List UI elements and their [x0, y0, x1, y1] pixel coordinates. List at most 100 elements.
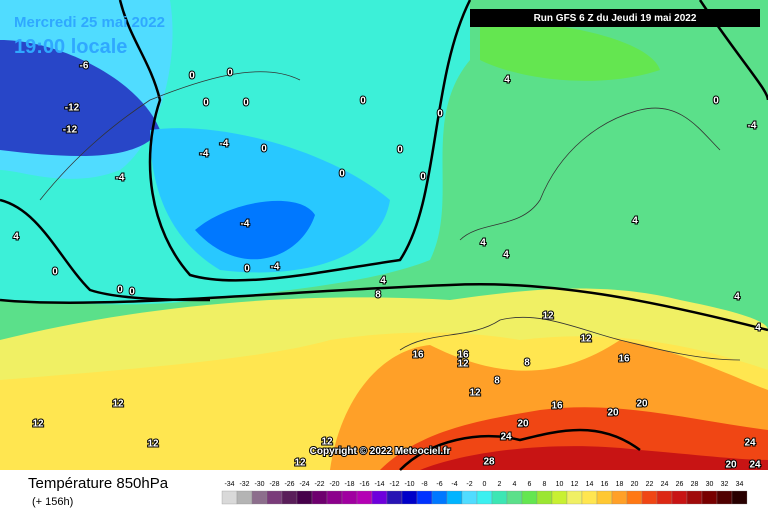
legend-swatch: [626, 490, 643, 505]
legend-label: 4: [513, 481, 517, 488]
contour-label: 8: [524, 358, 530, 369]
legend-label: 12: [571, 481, 579, 488]
contour-label: -4: [116, 173, 125, 184]
contour-label: 20: [517, 419, 529, 430]
legend-swatch: [611, 490, 628, 505]
legend-label: -8: [421, 481, 427, 488]
contour-label: -4: [748, 121, 757, 132]
legend-label: -6: [436, 481, 442, 488]
legend-swatch: [371, 490, 388, 505]
legend-label: -28: [269, 481, 279, 488]
legend-swatch: [506, 490, 523, 505]
contour-label: 8: [494, 376, 500, 387]
legend-swatch: [356, 490, 373, 505]
contour-label: -6: [80, 61, 89, 72]
coastline: [39, 71, 301, 201]
legend-swatch: [716, 490, 733, 505]
legend-label: 0: [483, 481, 487, 488]
legend-label: -24: [299, 481, 309, 488]
contour-label: 12: [147, 439, 159, 450]
contour-label: 16: [412, 350, 424, 361]
contour-label: 4: [755, 323, 761, 334]
legend-swatch: [701, 490, 718, 505]
contour-label: 16: [457, 350, 469, 361]
contour-label: 4: [503, 250, 509, 261]
contour-label: 0: [129, 287, 135, 298]
legend-label: 28: [691, 481, 699, 488]
legend-label: -20: [329, 481, 339, 488]
legend-swatch: [221, 490, 238, 505]
legend-label: 2: [498, 481, 502, 488]
run-info: Run GFS 6 Z du Jeudi 19 mai 2022: [534, 13, 697, 24]
contour-label: 8: [375, 290, 381, 301]
legend-swatch: [296, 490, 313, 505]
contour-label: 4: [734, 292, 740, 303]
contour-label: 12: [294, 458, 306, 469]
legend-label: -18: [344, 481, 354, 488]
contour-label: 24: [749, 460, 761, 471]
cold-core: [195, 200, 315, 260]
legend-swatch: [671, 490, 688, 505]
contour-label: -12: [65, 103, 80, 114]
contour-line: [118, 0, 472, 282]
legend-label: 18: [616, 481, 624, 488]
contour-label: 20: [725, 460, 737, 471]
contour-label: -4: [200, 149, 209, 160]
legend-swatch: [251, 490, 268, 505]
contour-label: 0: [52, 267, 58, 278]
legend-swatch: [731, 490, 748, 505]
contour-line: [0, 282, 768, 332]
legend-swatch: [641, 490, 658, 505]
contour-label: 16: [551, 401, 563, 412]
contour-label: 28: [483, 457, 495, 468]
legend-label: 6: [528, 481, 532, 488]
contour-label: 0: [261, 144, 267, 155]
contour-label: 24: [744, 438, 756, 449]
contour-label: 0: [117, 285, 123, 296]
legend-label: 20: [631, 481, 639, 488]
contour-label: 20: [607, 408, 619, 419]
very-cold-region: [0, 40, 160, 156]
contour-label: 12: [112, 399, 124, 410]
coastlines: [39, 71, 741, 361]
legend-label: 16: [601, 481, 609, 488]
warm-band: [480, 20, 660, 81]
footer-title: Température 850hPa: [28, 475, 169, 492]
legend-label: 30: [706, 481, 714, 488]
contour-label: 0: [360, 96, 366, 107]
legend: -34 -32 -30 -28 -26 -24 -22 -20 -18 -16 -14 -12 -10-…: [221, 481, 748, 505]
legend-label: -32: [239, 481, 249, 488]
contour-label: 0: [713, 96, 719, 107]
contour-label: 12: [321, 437, 333, 448]
footer-subtitle: (+ 156h): [32, 496, 73, 508]
legend-label: -10: [404, 481, 414, 488]
legend-label: 26: [676, 481, 684, 488]
legend-swatch: [566, 490, 583, 505]
copyright: Copyright © 2022 Meteociel.fr: [310, 446, 451, 457]
legend-swatch: [431, 490, 448, 505]
contour-label: 0: [397, 145, 403, 156]
contour-label: 0: [203, 98, 209, 109]
contour-label: 0: [244, 264, 250, 275]
legend-swatch: [581, 490, 598, 505]
contour-line: [0, 198, 211, 302]
contour-label: 12: [542, 311, 554, 322]
contour-label: 12: [580, 334, 592, 345]
contour-label: 0: [420, 172, 426, 183]
contour-label: 0: [339, 169, 345, 180]
legend-swatch: [386, 490, 403, 505]
contour-label: 0: [243, 98, 249, 109]
contour-label: 0: [227, 68, 233, 79]
run-box: [470, 9, 760, 27]
legend-label: -22: [314, 481, 324, 488]
contour-label: 12: [457, 359, 469, 370]
legend-swatch: [461, 490, 478, 505]
legend-swatch: [401, 490, 418, 505]
legend-label: 8: [543, 481, 547, 488]
hottest-region: [420, 446, 768, 470]
legend-swatch: [266, 490, 283, 505]
contour-label: 12: [469, 388, 481, 399]
legend-swatch: [536, 490, 553, 505]
